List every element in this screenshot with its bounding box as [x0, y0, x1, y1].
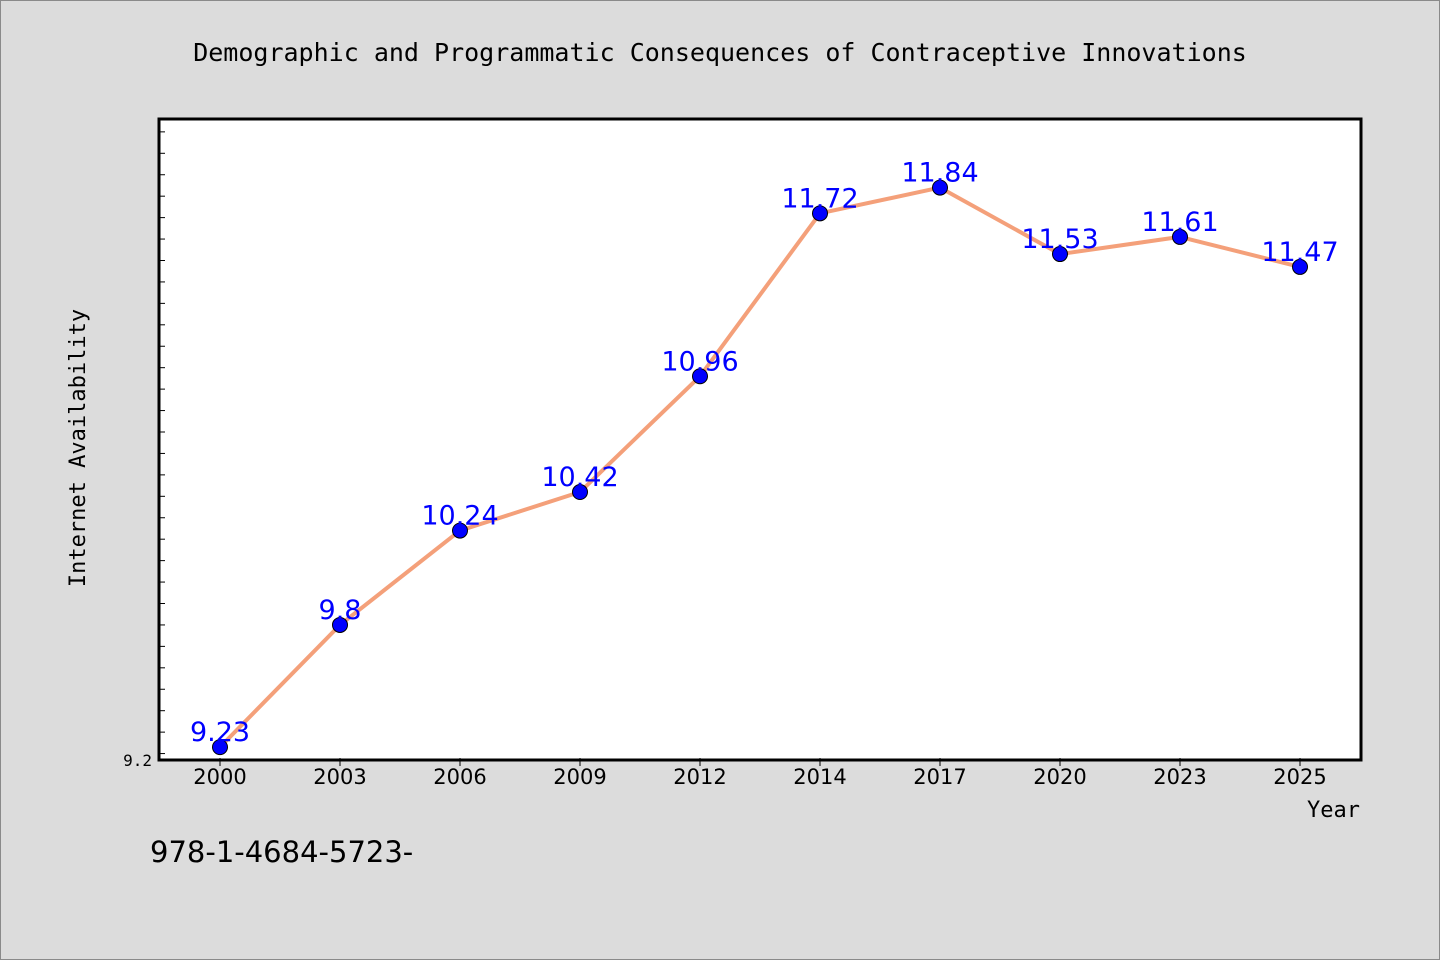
data-label: 10.24	[421, 501, 498, 532]
x-tick-label: 2014	[793, 765, 846, 789]
data-label: 9.8	[319, 595, 362, 626]
data-point	[332, 616, 348, 633]
series-line	[218, 185, 1301, 749]
data-label: 11.84	[901, 158, 978, 189]
isbn-text: 978-1-4684-5723-	[150, 835, 413, 869]
data-label: 11.61	[1141, 207, 1218, 238]
x-tick-label: 2006	[433, 765, 486, 789]
x-tick-label: 2025	[1273, 765, 1326, 789]
x-tick-label: 2000	[193, 765, 246, 789]
x-axis-tick-labels: 2000 2003 2006 2009 2012 2014 2017 2020 2023 2025	[193, 765, 1326, 789]
y-axis-ticks	[158, 131, 165, 755]
data-point	[572, 484, 588, 501]
data-point	[812, 205, 828, 222]
x-axis-title: Year	[1307, 798, 1360, 823]
data-markers	[212, 179, 1308, 756]
x-tick-label: 2023	[1153, 765, 1206, 789]
data-label: 11.72	[781, 183, 858, 214]
x-tick-label: 2003	[313, 765, 366, 789]
data-label: 9.23	[190, 717, 250, 748]
x-axis-ticks	[219, 758, 1301, 766]
x-tick-label: 2017	[913, 765, 966, 789]
chart-title: Demographic and Programmatic Consequence…	[193, 38, 1247, 67]
data-labels: 9.23 9.8 10.24 10.42 10.96 11.72 11.84 11.53 11.…	[190, 158, 1339, 749]
plot-area	[157, 117, 1363, 762]
y-axis-title: Internet Availability	[66, 309, 91, 587]
x-tick-label: 2009	[553, 765, 606, 789]
data-label: 10.42	[541, 462, 618, 493]
data-point	[1292, 258, 1308, 275]
y-tick-label: 9.2	[123, 751, 152, 770]
data-label: 10.96	[661, 346, 738, 377]
data-point	[212, 739, 228, 756]
data-label: 11.53	[1021, 224, 1098, 255]
data-point	[1052, 246, 1068, 263]
data-label: 11.47	[1261, 237, 1338, 268]
data-point	[452, 522, 468, 539]
data-point	[932, 179, 948, 196]
series-line-group	[218, 185, 1301, 749]
x-tick-label: 2020	[1033, 765, 1086, 789]
x-tick-label: 2012	[673, 765, 726, 789]
data-point	[692, 368, 708, 385]
data-point	[1172, 228, 1188, 245]
